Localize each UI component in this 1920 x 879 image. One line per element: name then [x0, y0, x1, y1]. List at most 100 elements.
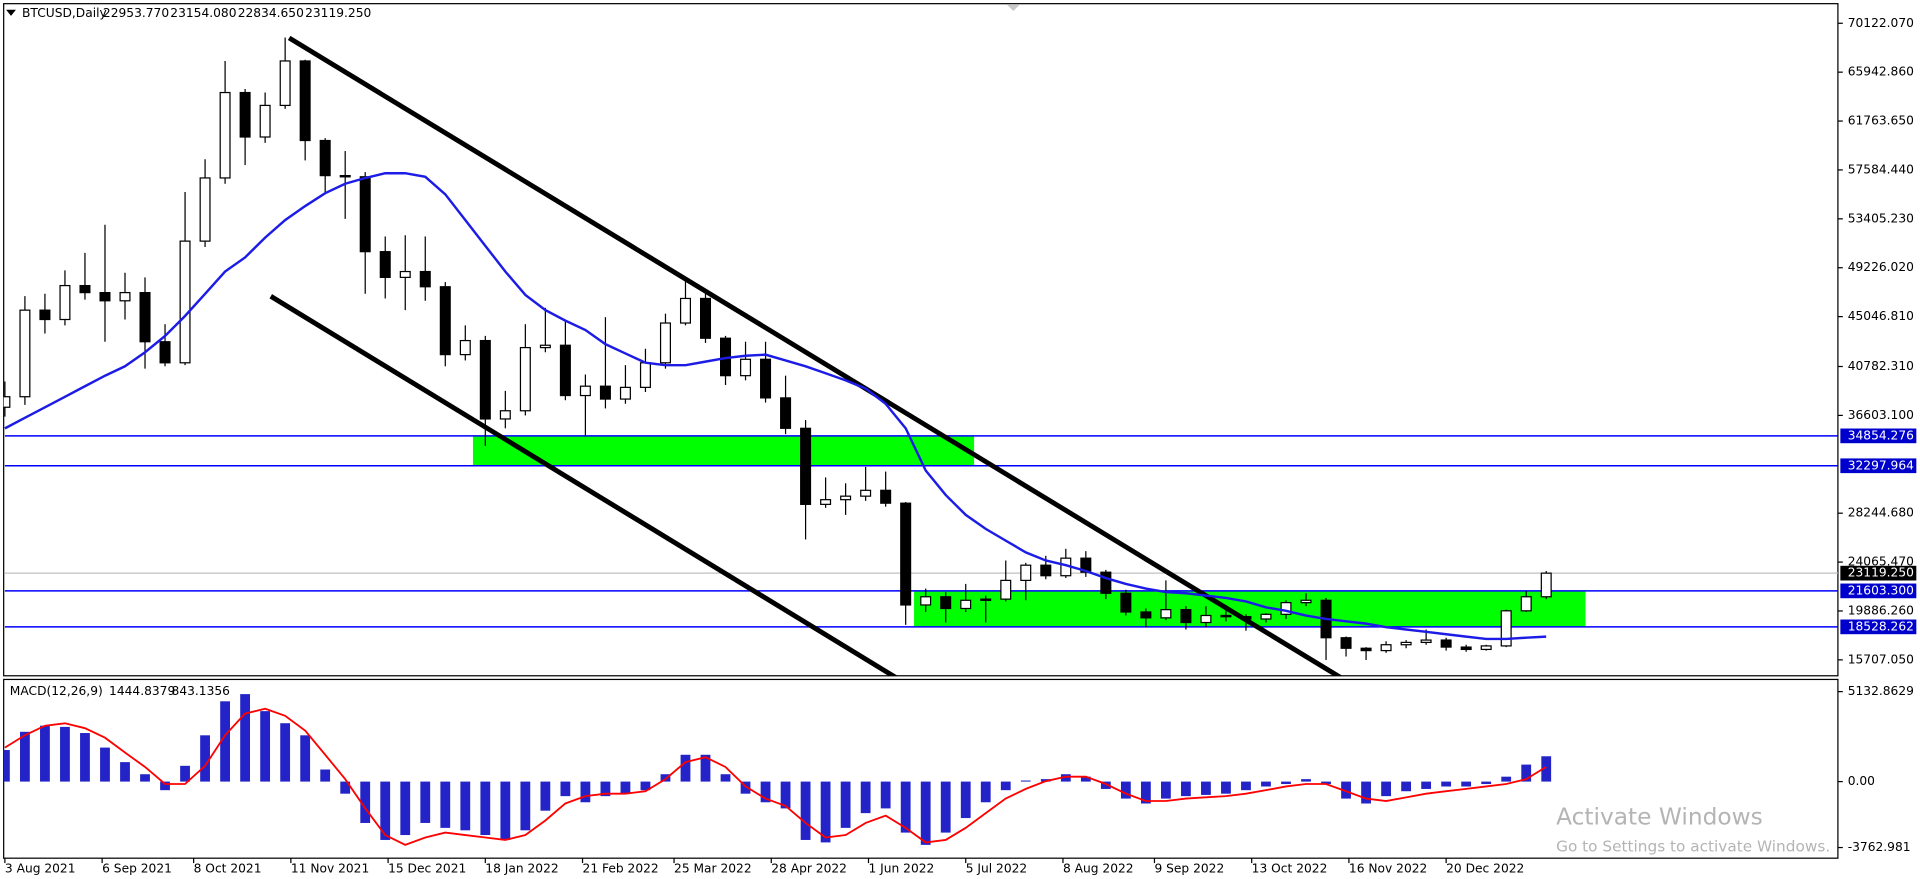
macd-bar: [1120, 781, 1131, 799]
macd-signal-value: 843.1356: [172, 684, 231, 698]
macd-bar: [3, 750, 10, 782]
header-close: 23119.250: [305, 6, 371, 20]
level-label: 34854.276: [1848, 428, 1914, 442]
candle-body: [1220, 614, 1232, 618]
macd-bar: [1481, 781, 1492, 785]
macd-bar: [120, 762, 130, 782]
macd-bar: [240, 694, 251, 782]
level-label-bg: [1840, 619, 1917, 635]
candle-body: [239, 91, 251, 138]
macd-bar: [740, 781, 751, 794]
macd-bar: [1160, 781, 1171, 799]
macd-bar: [900, 781, 911, 833]
x-tick-label: 15 Dec 2021: [388, 862, 466, 876]
candle-body: [900, 502, 912, 606]
macd-bar: [1261, 781, 1271, 787]
macd-bar: [200, 735, 210, 782]
header-low: 22834.650: [238, 6, 304, 20]
candle-body: [1100, 571, 1112, 594]
macd-bar: [1401, 781, 1412, 792]
macd-bar: [920, 781, 931, 845]
candle-body: [259, 104, 271, 138]
macd-bar: [1181, 781, 1191, 797]
macd-bar: [1521, 764, 1532, 782]
candle-body: [1140, 611, 1152, 619]
candle-body: [760, 358, 772, 399]
candle-body: [1240, 616, 1252, 620]
macd-bar: [980, 781, 991, 803]
candle-body: [800, 427, 812, 505]
menu-arrow[interactable]: [6, 9, 16, 16]
watermark-subtitle: Go to Settings to activate Windows.: [1556, 838, 1830, 856]
x-tick-label: 21 Feb 2022: [583, 862, 659, 876]
header-open: 22953.770: [103, 6, 169, 20]
macd-bar: [340, 781, 351, 794]
candle-body: [359, 176, 371, 253]
x-tick-label: 11 Nov 2021: [291, 862, 369, 876]
candle-body: [599, 385, 611, 400]
y-tick-label: 65942.860: [1848, 65, 1914, 79]
macd-bar: [300, 735, 311, 782]
macd-bar: [1100, 781, 1111, 789]
candle-body: [279, 60, 291, 107]
y-tick-label: 24065.470: [1848, 555, 1914, 569]
candle-body: [499, 410, 511, 420]
candle-body: [960, 599, 972, 610]
candle-body: [539, 344, 551, 349]
level-label-bg: [1840, 428, 1917, 444]
scroll-marker: [1007, 4, 1020, 12]
macd-bar: [60, 726, 70, 782]
macd-bar: [700, 754, 711, 782]
candle-body: [1380, 644, 1392, 652]
macd-bar: [1441, 781, 1452, 787]
candle-body: [1180, 609, 1192, 624]
candle-body: [639, 362, 651, 388]
y-tick-label: 19886.260: [1848, 603, 1914, 617]
macd-bar: [840, 781, 851, 828]
candles: [3, 37, 1552, 660]
candle-body: [19, 309, 31, 398]
macd-bar: [680, 754, 691, 782]
candle-body: [1420, 639, 1432, 644]
macd-bar: [1020, 780, 1031, 782]
macd-bar: [1321, 781, 1331, 785]
candle-body: [159, 341, 171, 364]
macd-bar: [520, 781, 531, 831]
price-pane-frame: [3, 3, 1839, 677]
x-tick-label: 1 Jun 2022: [869, 862, 935, 876]
macd-bar: [80, 733, 90, 782]
candle-body: [860, 489, 872, 497]
macd-value: 1444.8379: [109, 684, 175, 698]
x-tick-label: 28 Apr 2022: [771, 862, 847, 876]
candle-body: [1120, 592, 1132, 613]
macd-bar: [620, 781, 631, 794]
candle-body: [419, 270, 431, 288]
candle-body: [579, 385, 591, 397]
macd-bar: [40, 725, 50, 782]
macd-bar: [1461, 781, 1472, 787]
candle-body: [920, 596, 932, 606]
x-tick-label: 9 Sep 2022: [1154, 862, 1224, 876]
candle-body: [980, 598, 992, 601]
chart-title: BTCUSD,Daily: [22, 6, 107, 20]
candle-body: [379, 251, 391, 279]
candle-body: [699, 297, 712, 339]
level-label-bg: [1840, 458, 1917, 474]
candle-body: [1500, 610, 1512, 647]
macd-bar: [1421, 781, 1432, 789]
macd-bar: [1281, 781, 1291, 785]
candle-body: [880, 489, 892, 504]
macd-bar: [260, 711, 271, 782]
macd-bar: [1201, 781, 1211, 795]
macd-bar: [280, 723, 291, 782]
candle-body: [1260, 613, 1272, 620]
candle-body: [1300, 599, 1312, 604]
x-tick-label: 8 Aug 2022: [1063, 862, 1134, 876]
trend-lines: [269, 35, 1343, 676]
y-tick-label: 53405.230: [1848, 211, 1914, 225]
candle-body: [820, 499, 832, 505]
macd-bar: [540, 781, 551, 811]
current-price-label: 23119.250: [1848, 566, 1914, 580]
macd-bar: [480, 781, 491, 836]
